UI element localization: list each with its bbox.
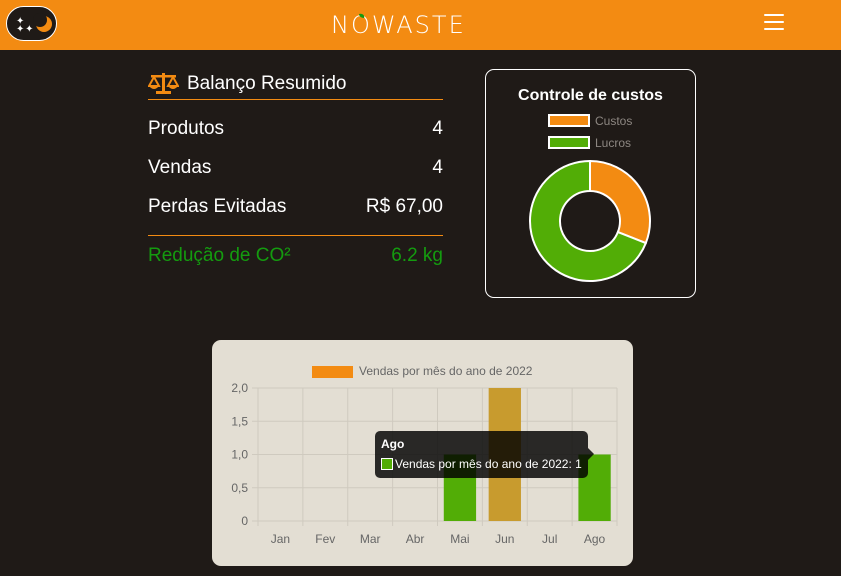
- logo-text: NOWASTE: [331, 11, 466, 39]
- x-tick-label: Fev: [315, 532, 335, 546]
- co2-label: Redução de CO²: [148, 245, 291, 266]
- x-tick-label: Mai: [450, 532, 469, 546]
- summary-row-products: Produtos 4: [148, 108, 443, 147]
- y-tick-label: 0,5: [231, 481, 248, 495]
- legend-swatch: [548, 114, 590, 127]
- row-label: Produtos: [148, 118, 225, 139]
- cost-control-title: Controle de custos: [518, 87, 663, 104]
- row-value: R$ 67,00: [365, 196, 443, 217]
- row-value: 4: [432, 157, 443, 178]
- cost-control-card: Controle de custos Custos Lucros: [485, 69, 696, 298]
- tooltip-body: Vendas por mês do ano de 2022: 1: [395, 457, 582, 471]
- orange-leaf-icon: [359, 13, 365, 18]
- moon-icon: [33, 13, 52, 32]
- top-navigation-bar: ✦ ✦ ✦ NOWASTE: [0, 0, 841, 50]
- legend-label: Custos: [595, 114, 633, 128]
- y-tick-label: 0: [241, 514, 248, 528]
- row-label: Vendas: [148, 157, 212, 178]
- legend-label: Lucros: [595, 136, 632, 150]
- bar-legend-swatch: [312, 366, 353, 378]
- x-tick-label: Abr: [406, 532, 425, 546]
- app-logo[interactable]: NOWASTE: [331, 9, 471, 39]
- summary-row-co2: Redução de CO² 6.2 kg: [148, 236, 443, 276]
- chart-tooltip: Ago Vendas por mês do ano de 2022: 1: [375, 431, 594, 478]
- cost-donut-chart[interactable]: [528, 159, 652, 283]
- stars-icon: ✦ ✦ ✦: [16, 16, 34, 35]
- theme-toggle-button[interactable]: ✦ ✦ ✦: [6, 6, 57, 41]
- row-value: 4: [432, 118, 443, 139]
- tooltip-title: Ago: [381, 437, 405, 451]
- summary-panel: Balanço Resumido Produtos 4 Vendas 4 Per…: [148, 68, 443, 276]
- monthly-sales-chart-card: Vendas por mês do ano de 2022 0 0,5 1,0 1,5 2…: [212, 340, 633, 566]
- y-tick-label: 1,5: [231, 414, 248, 428]
- x-tick-label: Jan: [271, 532, 290, 546]
- y-tick-label: 1,0: [231, 448, 248, 462]
- summary-divider: [148, 235, 443, 236]
- legend-swatch: [548, 136, 590, 149]
- bar-legend-label[interactable]: Vendas por mês do ano de 2022: [359, 364, 533, 378]
- summary-row-avoided-losses: Perdas Evitadas R$ 67,00: [148, 186, 443, 225]
- menu-line: [764, 28, 784, 30]
- tooltip-caret: [588, 448, 594, 460]
- summary-row-sales: Vendas 4: [148, 147, 443, 186]
- menu-line: [764, 14, 784, 16]
- summary-title-text: Balanço Resumido: [187, 73, 347, 94]
- donut-slice-lucros[interactable]: [529, 159, 648, 282]
- co2-value: 6.2 kg: [391, 245, 443, 266]
- summary-title: Balanço Resumido: [148, 68, 443, 100]
- x-tick-label: Jun: [495, 532, 514, 546]
- x-tick-label: Ago: [584, 532, 606, 546]
- tooltip-swatch: [381, 458, 393, 470]
- menu-line: [764, 21, 784, 23]
- donut-slice-custos[interactable]: [589, 159, 651, 245]
- row-label: Perdas Evitadas: [148, 196, 287, 217]
- y-tick-label: 2,0: [231, 381, 248, 395]
- hamburger-menu-button[interactable]: [762, 12, 786, 32]
- x-tick-label: Mar: [360, 532, 381, 546]
- x-tick-label: Jul: [542, 532, 557, 546]
- scale-icon: [148, 73, 179, 94]
